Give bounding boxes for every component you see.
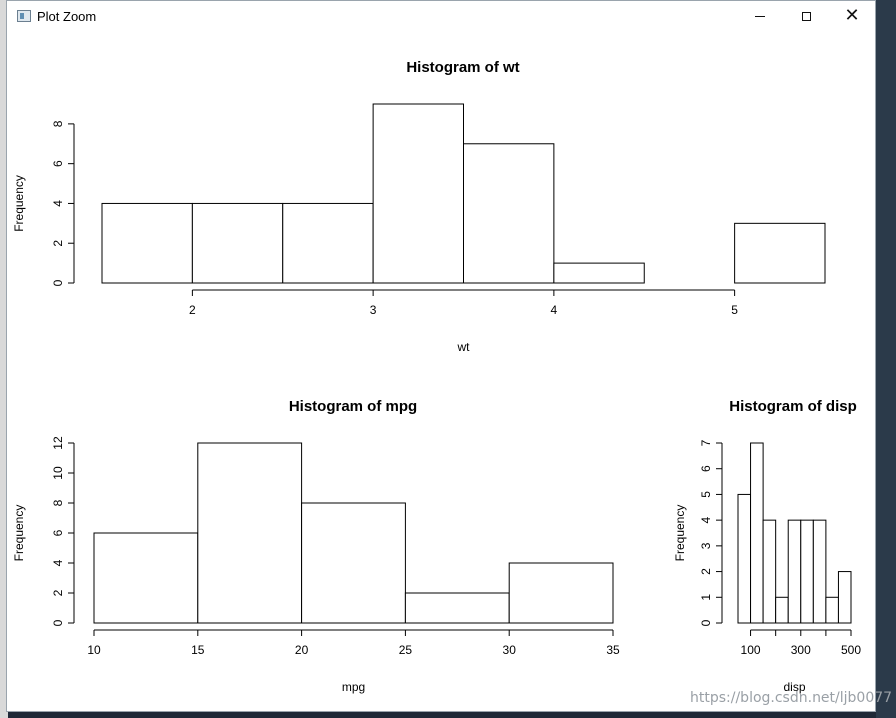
title-bar[interactable]: Plot Zoom ✕ [7, 1, 875, 31]
y-tick-label: 4 [51, 200, 65, 207]
watermark-text: https://blog.csdn.net/ljb0077 [690, 690, 893, 706]
y-tick-label: 4 [51, 559, 65, 566]
y-tick-label: 8 [51, 120, 65, 127]
plot-zoom-window: Plot Zoom ✕ Histogram of wt 2 3 4 5 wt 0 2 4 6 8 Fr… [6, 0, 876, 712]
histogram-bar [404, 592, 510, 624]
histogram-panel-3: Histogram of disp 100 300 500 disp 0 1 2 3 4 5 6 7 Fr… [673, 398, 861, 694]
histogram-bar [734, 222, 826, 284]
x-tick-label: 10 [87, 643, 101, 657]
histogram-panel-2: Histogram of mpg 10 15 20 25 30 35 mpg 0 2 4 6 8 10 12… [12, 398, 620, 694]
x-axis-label: disp [783, 680, 805, 694]
y-axis-label: Frequency [673, 505, 687, 562]
y-tick-label: 8 [51, 499, 65, 506]
histogram-bar [762, 519, 777, 624]
x-tick-label: 500 [841, 643, 861, 657]
maximize-icon [801, 11, 811, 21]
x-tick-label: 20 [295, 643, 309, 657]
y-tick-label: 7 [699, 439, 713, 446]
histogram-bar [837, 571, 852, 624]
histogram-bar [553, 262, 645, 284]
histogram-bar [463, 143, 555, 284]
chart-title: Histogram of disp [729, 398, 857, 415]
y-tick-label: 6 [699, 465, 713, 472]
window-title: Plot Zoom [37, 8, 97, 24]
histogram-bar [787, 519, 802, 624]
x-tick-label: 300 [791, 643, 811, 657]
close-button[interactable]: ✕ [829, 1, 875, 31]
x-tick-label: 30 [503, 643, 517, 657]
histogram-bar [282, 202, 374, 284]
histogram-bar [301, 502, 406, 624]
histogram-bar [812, 519, 827, 624]
plot-area: Histogram of wt2 3 4 5wt02468FrequencyHisto… [12, 59, 861, 694]
x-tick-label: 25 [399, 643, 413, 657]
x-tick-label: 4 [551, 303, 558, 317]
y-tick-label: 12 [51, 436, 65, 450]
minimize-icon [755, 15, 765, 17]
histogram-bar [372, 103, 464, 284]
x-tick-label: 100 [741, 643, 761, 657]
histogram-bar [737, 493, 752, 624]
x-axis-label: mpg [342, 680, 365, 694]
background-left-strip [0, 0, 8, 718]
y-tick-label: 0 [51, 619, 65, 626]
y-tick-label: 6 [51, 529, 65, 536]
x-axis-label: wt [457, 340, 471, 354]
histogram-bar [93, 532, 199, 624]
histogram-panel-1: Histogram of wt 2 3 4 5 wt 0 2 4 6 8 Frequency [12, 59, 826, 354]
minimize-button[interactable] [737, 1, 783, 31]
y-tick-label: 0 [699, 619, 713, 626]
y-tick-label: 6 [51, 160, 65, 167]
y-tick-label: 5 [699, 491, 713, 498]
y-axis-label: Frequency [12, 505, 26, 562]
histogram-bar [191, 202, 284, 284]
histogram-bar [750, 442, 764, 624]
x-tick-label: 2 [189, 303, 196, 317]
histogram-bar [101, 202, 193, 284]
maximize-button[interactable] [783, 1, 829, 31]
window-controls: ✕ [737, 1, 875, 31]
y-tick-label: 1 [699, 594, 713, 601]
histogram-bar [508, 562, 614, 624]
close-icon: ✕ [844, 5, 860, 26]
y-tick-label: 3 [699, 542, 713, 549]
y-tick-label: 10 [51, 466, 65, 480]
x-tick-label: 3 [370, 303, 377, 317]
x-tick-label: 5 [731, 303, 738, 317]
y-axis-label: Frequency [12, 175, 26, 232]
y-tick-label: 4 [699, 516, 713, 523]
histogram-bar [825, 596, 839, 624]
x-tick-label: 15 [191, 643, 205, 657]
y-tick-label: 2 [51, 589, 65, 596]
y-tick-label: 2 [699, 568, 713, 575]
histogram-bar [775, 596, 789, 624]
x-tick-label: 35 [606, 643, 620, 657]
app-icon [17, 10, 31, 22]
y-tick-label: 2 [51, 240, 65, 247]
background-right-strip [876, 0, 896, 718]
chart-title: Histogram of wt [406, 59, 519, 76]
y-tick-label: 0 [51, 279, 65, 286]
histogram-bar [197, 442, 303, 624]
chart-title: Histogram of mpg [289, 398, 417, 415]
histogram-bar [800, 519, 814, 624]
